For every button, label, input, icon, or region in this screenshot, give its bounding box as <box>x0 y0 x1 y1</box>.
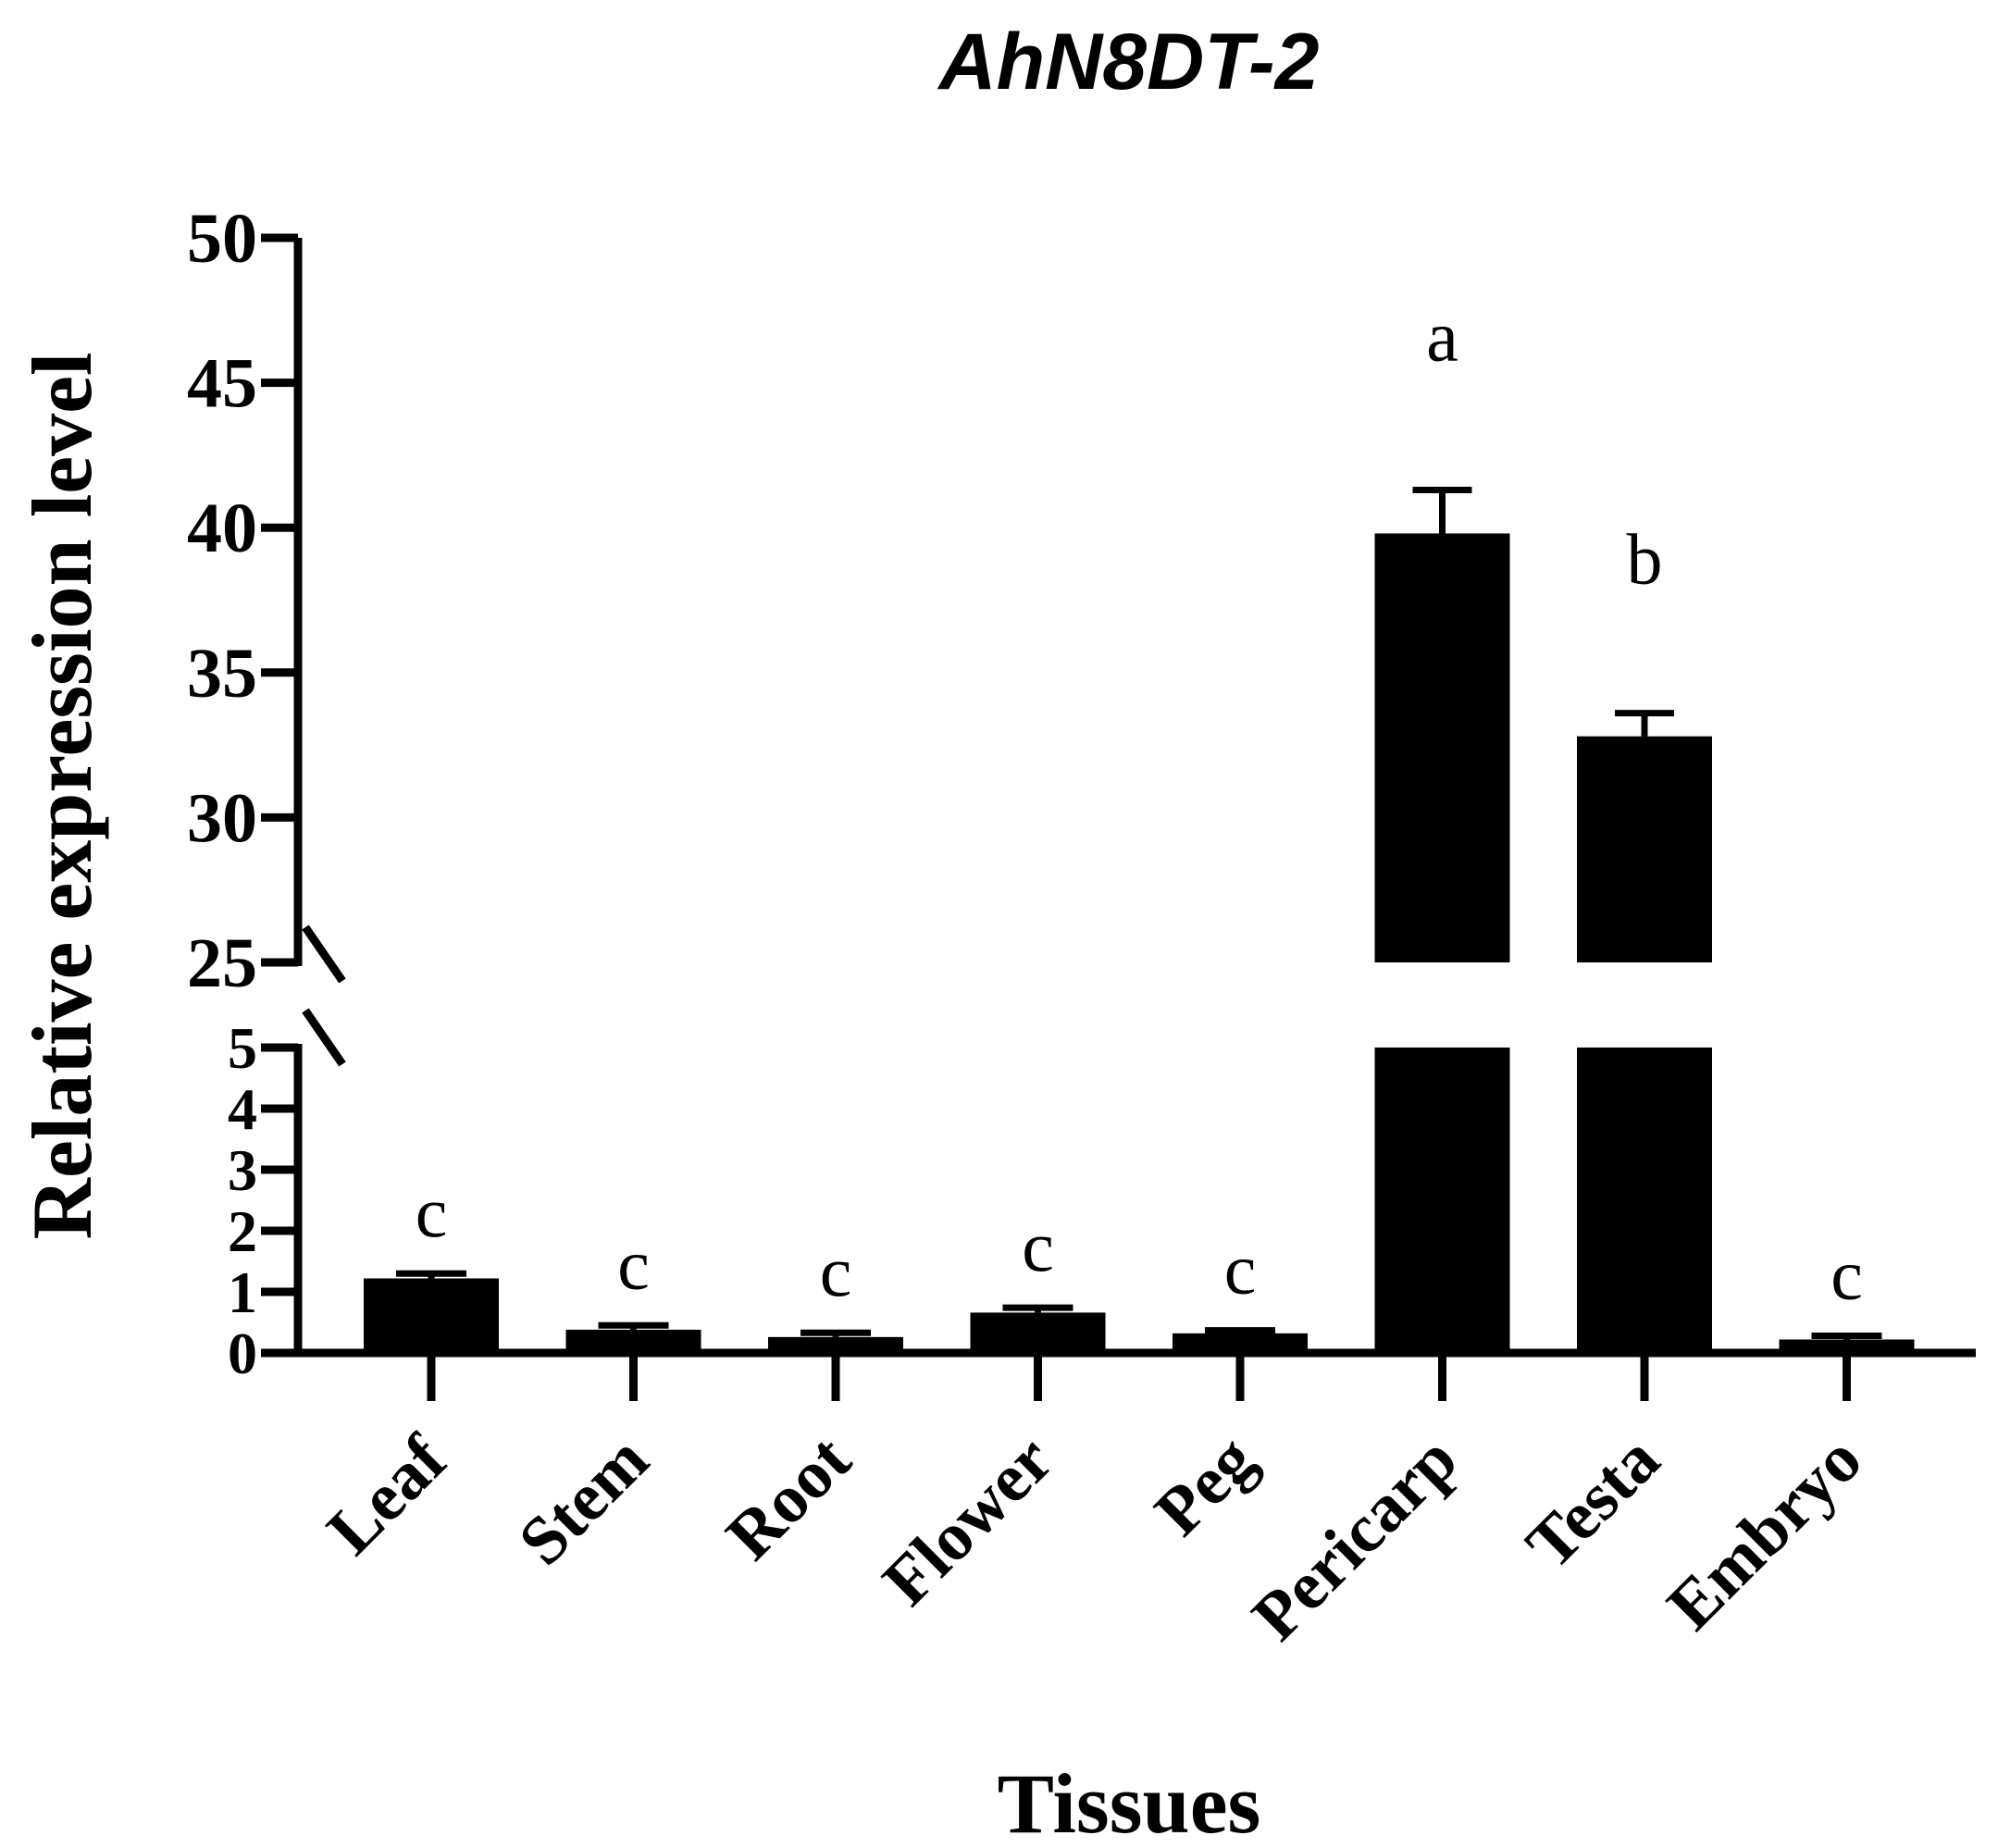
bar-stem <box>565 1329 701 1353</box>
significance-letters: c c c c c a b c <box>416 295 1863 1314</box>
y-axis-label: Relative expression level <box>15 353 109 1240</box>
axis-break-mark-lower <box>302 1008 346 1067</box>
bar-testa-lower <box>1577 1048 1712 1353</box>
bar-pericarp-lower <box>1374 1048 1510 1353</box>
significance-letter: b <box>1627 519 1663 600</box>
significance-letter: c <box>820 1231 852 1311</box>
y-tick-label: 50 <box>187 200 257 278</box>
x-tick-label-testa: Testa <box>1512 1421 1674 1583</box>
significance-letter: a <box>1426 295 1458 376</box>
x-tick-label-leaf: Leaf <box>313 1420 462 1569</box>
bar-flower <box>970 1312 1106 1353</box>
x-tick-label-peg: Peg <box>1141 1421 1270 1550</box>
y-tick-label: 25 <box>187 924 257 1002</box>
significance-letter: c <box>416 1172 448 1252</box>
y-tick-label: 45 <box>187 345 257 423</box>
axis-break-mark-upper <box>302 924 346 984</box>
x-tick-label-embryo: Embryo <box>1653 1421 1876 1644</box>
bar-leaf <box>364 1278 499 1353</box>
significance-letter: c <box>1224 1229 1257 1309</box>
axes <box>293 238 1976 1358</box>
x-tick-label-stem: Stem <box>504 1421 663 1580</box>
chart-title: AhN8DT-2 <box>937 18 1320 106</box>
y-tick-label: 2 <box>228 1198 257 1264</box>
y-tick-label: 35 <box>187 635 257 713</box>
significance-letter: c <box>1830 1234 1863 1315</box>
x-tick-label-flower: Flower <box>869 1421 1068 1620</box>
bar-root <box>768 1336 903 1353</box>
bar-pericarp-upper <box>1374 533 1510 962</box>
significance-letter: c <box>617 1223 650 1304</box>
y-tick-label: 4 <box>228 1076 257 1142</box>
x-axis-label: Tissues <box>998 1756 1261 1848</box>
y-tick-label: 1 <box>228 1259 257 1325</box>
y-tick-label: 3 <box>228 1137 257 1203</box>
x-tick-label-root: Root <box>712 1421 865 1575</box>
x-tick-label-pericarp: Pericarp <box>1238 1421 1472 1656</box>
bar-embryo <box>1779 1339 1915 1353</box>
bar-testa-upper <box>1577 736 1712 962</box>
significance-letter: c <box>1022 1206 1054 1286</box>
y-tick-label: 40 <box>187 490 257 567</box>
bars <box>364 533 1915 1353</box>
bar-peg <box>1173 1333 1308 1353</box>
y-tick-label: 5 <box>228 1015 257 1081</box>
y-tick-label: 0 <box>228 1321 257 1386</box>
y-tick-label: 30 <box>187 779 257 857</box>
error-bars <box>396 486 1882 1340</box>
